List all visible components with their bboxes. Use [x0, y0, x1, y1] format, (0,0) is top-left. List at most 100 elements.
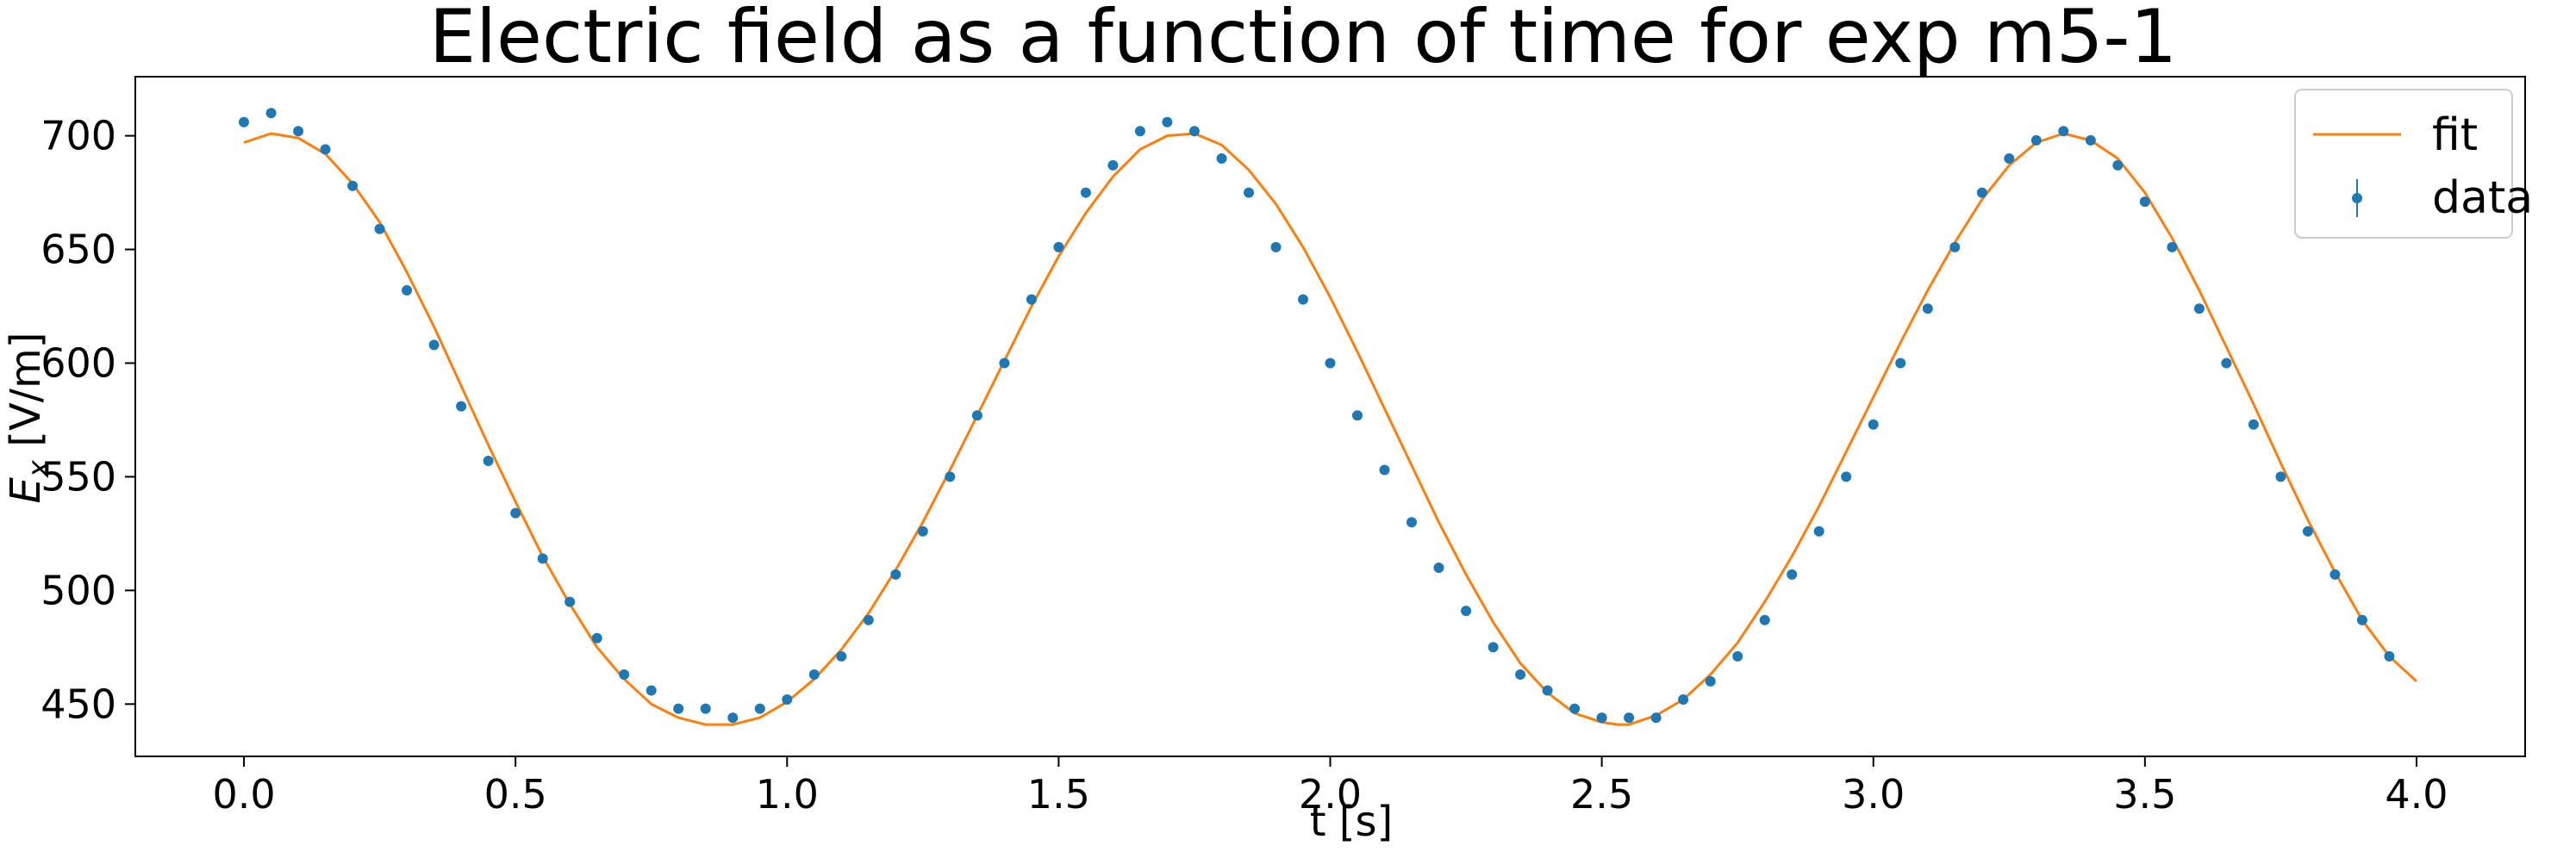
data-point [456, 401, 467, 412]
y-axis-label-unit: [V/m] [2, 333, 50, 460]
x-tick-label: 1.5 [1027, 771, 1090, 818]
data-point [1596, 712, 1607, 724]
data-point [727, 712, 739, 724]
data-point [646, 685, 657, 696]
legend-box [2294, 89, 2513, 239]
data-point [265, 108, 277, 119]
legend-data-marker [2352, 193, 2362, 203]
data-point [945, 471, 956, 482]
data-point [754, 703, 765, 714]
data-point [1976, 187, 1987, 198]
x-tick-label: 0.5 [484, 771, 547, 818]
y-axis-label: Ex [V/m] [2, 333, 56, 504]
data-point [2139, 196, 2150, 208]
data-point [2112, 159, 2124, 171]
x-axis-label: t [s] [1310, 798, 1394, 846]
data-point [1407, 517, 1417, 528]
data-point [1515, 669, 1526, 680]
y-tick-label: 700 [41, 113, 116, 159]
data-point [1895, 358, 1906, 369]
data-point [2193, 303, 2205, 314]
data-point [2058, 126, 2069, 137]
data-point [1705, 675, 1716, 687]
data-point [1488, 642, 1499, 653]
fit-line [243, 132, 2418, 726]
data-point [971, 410, 982, 421]
y-tick-label: 500 [41, 567, 116, 613]
data-point [2004, 153, 2015, 164]
x-tick-label: 2.5 [1570, 771, 1633, 818]
data-point [239, 116, 249, 127]
data-point [1813, 526, 1824, 537]
data-point [1868, 419, 1879, 430]
data-point [1244, 187, 1254, 198]
y-tick-label: 450 [41, 681, 116, 727]
data-point [1542, 685, 1553, 696]
data-point [1080, 187, 1091, 198]
data-point [2221, 358, 2232, 369]
data-point [510, 507, 521, 519]
data-point [1134, 126, 1145, 137]
data-point [2356, 614, 2367, 625]
data-point [1026, 294, 1037, 305]
data-point [1298, 294, 1308, 305]
data-point [1949, 241, 1961, 252]
data-point [1922, 303, 1933, 314]
data-point [320, 144, 331, 155]
x-tick-label: 1.0 [756, 771, 819, 818]
legend-data-label: data [2432, 172, 2533, 224]
data-point [782, 694, 793, 705]
data-point [1433, 563, 1444, 573]
data-point [673, 703, 684, 714]
data-point [1624, 712, 1635, 724]
data-point [1107, 159, 1119, 171]
data-point [428, 339, 440, 351]
x-tick-label: 4.0 [2385, 771, 2448, 818]
data-point [1650, 712, 1662, 724]
data-point [293, 126, 304, 137]
data-point [808, 669, 820, 680]
x-tick-label: 0.0 [212, 771, 275, 818]
data-series [239, 108, 2395, 724]
data-point [1841, 471, 1852, 482]
x-tick-label: 3.5 [2113, 771, 2176, 818]
data-point [2384, 650, 2395, 662]
data-point [2085, 134, 2096, 146]
data-point [374, 223, 385, 234]
data-point [1461, 606, 1472, 617]
data-point [836, 650, 847, 662]
x-tick-label: 3.0 [1842, 771, 1905, 818]
data-point [2167, 241, 2178, 252]
data-point [1787, 569, 1798, 580]
data-point [1216, 153, 1227, 164]
x-tick-label: 2.0 [1299, 771, 1362, 818]
data-point [402, 285, 413, 295]
data-point [999, 358, 1010, 369]
y-axis-label-symbol: E [2, 476, 50, 503]
data-point [1379, 464, 1390, 476]
data-point [700, 703, 711, 714]
data-point [591, 632, 602, 644]
data-point [1732, 650, 1743, 662]
data-point [347, 180, 359, 191]
plot-area-frame [134, 76, 2526, 757]
data-point [1188, 126, 1200, 137]
data-point [1053, 241, 1064, 252]
data-point [1569, 703, 1581, 714]
chart-title: Electric field as a function of time for… [429, 0, 2177, 80]
data-point [2330, 569, 2341, 580]
data-point [2030, 134, 2042, 146]
y-tick-label: 600 [41, 339, 116, 386]
fit-series [243, 132, 2418, 726]
data-point [2248, 419, 2259, 430]
axis-ticks: 0.0 0.5 1.0 1.5 2.0 2.5 3.0 3.5 4.0 450 500 550 600 6… [41, 113, 2448, 818]
data-point [1162, 116, 1173, 127]
legend: fit data [2294, 89, 2533, 239]
y-tick-label: 550 [41, 453, 116, 500]
y-tick-label: 650 [41, 227, 116, 273]
data-point [1678, 694, 1689, 705]
data-point [917, 526, 928, 537]
data-point [619, 669, 630, 680]
